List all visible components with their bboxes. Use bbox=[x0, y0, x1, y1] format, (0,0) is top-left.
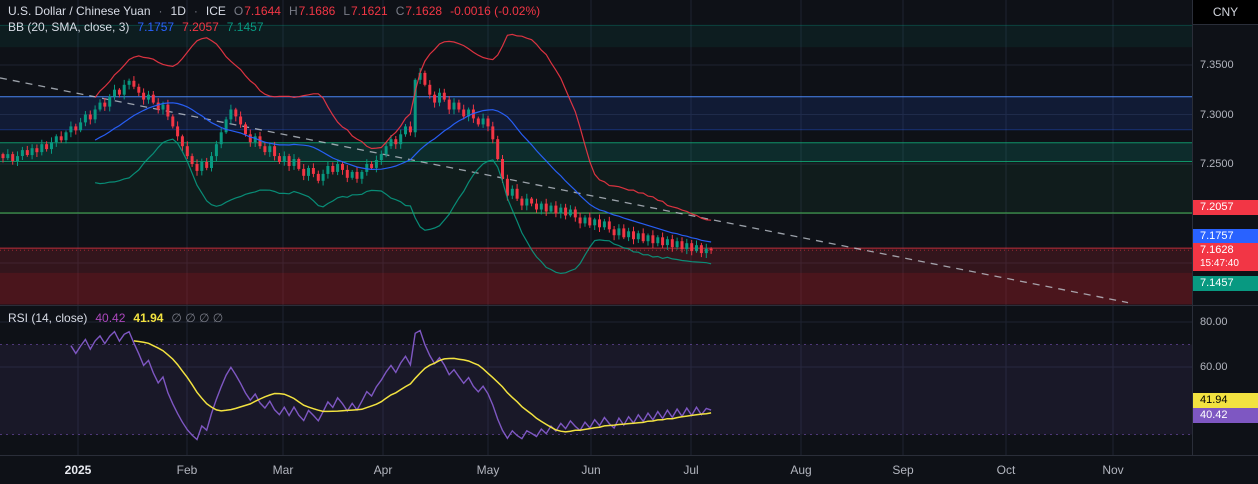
time-axis-month-label: Apr bbox=[373, 463, 393, 477]
rsi-tick: 60.00 bbox=[1200, 361, 1228, 373]
pane-separator[interactable] bbox=[0, 305, 1258, 306]
time-axis-month-label: Feb bbox=[176, 463, 198, 477]
time-axis[interactable]: 2025 Feb Mar Apr May Jun Jul Aug Sep Oct Nov bbox=[0, 455, 1258, 484]
price-tick: 7.3000 bbox=[1200, 109, 1234, 121]
price-tick: 7.3500 bbox=[1200, 59, 1234, 71]
last-price-label: 7.1628 15:47:40 bbox=[1193, 243, 1258, 271]
price-tick: 7.2500 bbox=[1200, 158, 1234, 170]
price-chart-canvas[interactable] bbox=[0, 0, 1192, 455]
countdown-timer: 15:47:40 bbox=[1200, 258, 1239, 269]
time-axis-year-label: 2025 bbox=[64, 463, 92, 477]
bb-middle-price-label: 7.1757 bbox=[1193, 229, 1258, 244]
time-axis-month-label: Jun bbox=[581, 463, 601, 477]
time-axis-month-label: Sep bbox=[892, 463, 914, 477]
bb-lower-price-label: 7.1457 bbox=[1193, 276, 1258, 291]
currency-label: CNY bbox=[1212, 5, 1239, 19]
time-axis-month-label: Nov bbox=[1102, 463, 1124, 477]
time-axis-month-label: Jul bbox=[683, 463, 699, 477]
time-axis-month-label: May bbox=[476, 463, 500, 477]
rsi-axis-label: 40.42 bbox=[1193, 408, 1258, 423]
rsi-tick: 80.00 bbox=[1200, 316, 1228, 328]
price-axis[interactable]: 7.3500 7.3000 7.2500 7.2057 7.1757 7.162… bbox=[1192, 0, 1258, 455]
time-axis-month-label: Oct bbox=[996, 463, 1016, 477]
time-axis-month-label: Aug bbox=[790, 463, 812, 477]
bb-upper-price-label: 7.2057 bbox=[1193, 200, 1258, 215]
currency-toggle-button[interactable]: CNY bbox=[1192, 0, 1258, 25]
last-price-value: 7.1628 bbox=[1200, 244, 1234, 256]
rsi-ma-axis-label: 41.94 bbox=[1193, 393, 1258, 408]
time-axis-month-label: Mar bbox=[272, 463, 294, 477]
